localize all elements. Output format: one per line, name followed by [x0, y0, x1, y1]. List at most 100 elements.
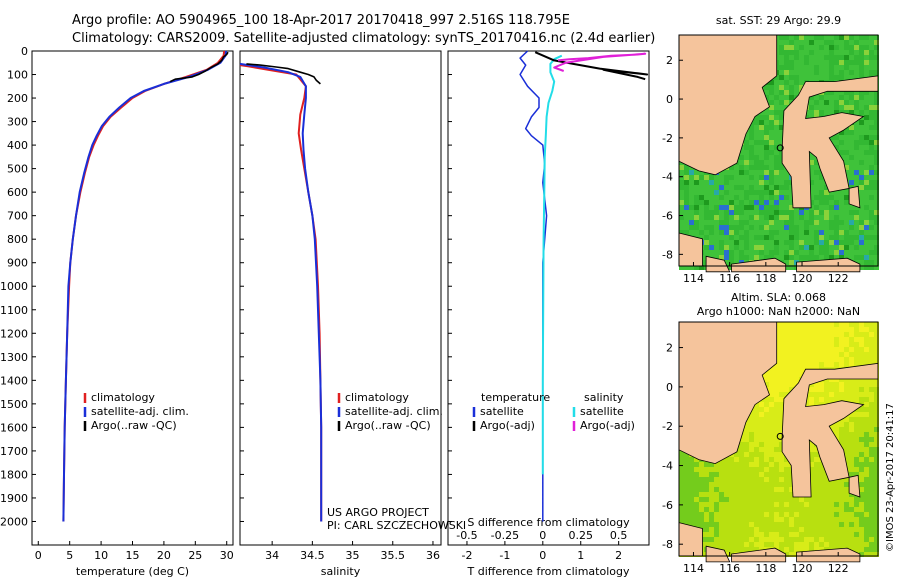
map-cell	[864, 175, 869, 180]
map-cell	[869, 387, 874, 392]
map-cell	[854, 337, 859, 342]
map-cell	[874, 55, 879, 60]
map-cell	[869, 542, 874, 547]
map-cell	[764, 185, 769, 190]
map-cell	[849, 332, 854, 337]
map-cell	[679, 195, 684, 200]
map-cell	[764, 377, 769, 382]
map-cell	[774, 432, 779, 437]
map-cell	[874, 552, 879, 557]
map-cell	[869, 437, 874, 442]
map-cell	[849, 65, 854, 70]
map-cell	[839, 100, 844, 105]
map-cell	[874, 402, 879, 407]
map-cell	[684, 225, 689, 230]
map-cell	[699, 220, 704, 225]
map-cell	[779, 80, 784, 85]
salinity-diff-xlabel: S difference from climatology	[467, 516, 630, 529]
map-cell	[874, 160, 879, 165]
map-cell	[849, 240, 854, 245]
map-cell	[844, 447, 849, 452]
map-cell	[729, 462, 734, 467]
map-cell	[839, 487, 844, 492]
map-cell	[739, 220, 744, 225]
map-cell	[699, 512, 704, 517]
map-cell	[799, 250, 804, 255]
map-cell	[814, 322, 819, 327]
map-cell	[819, 180, 824, 185]
map-cell	[709, 200, 714, 205]
map-cell	[854, 120, 859, 125]
map-cell	[869, 417, 874, 422]
map-cell	[859, 477, 864, 482]
map-cell	[764, 432, 769, 437]
map-cell	[789, 45, 794, 50]
map-cell	[819, 200, 824, 205]
map-cell	[824, 250, 829, 255]
map-cell	[784, 522, 789, 527]
map-cell	[764, 497, 769, 502]
map-cell	[784, 190, 789, 195]
map-cell	[874, 332, 879, 337]
map-cell	[854, 165, 859, 170]
map-cell	[864, 422, 869, 427]
map-cell	[814, 462, 819, 467]
map-cell	[704, 462, 709, 467]
map-cell	[844, 477, 849, 482]
map-cell	[814, 532, 819, 537]
map-cell	[759, 150, 764, 155]
map-cell	[869, 180, 874, 185]
map-cell	[869, 130, 874, 135]
map-cell	[819, 362, 824, 367]
map-cell	[844, 230, 849, 235]
map-cell	[779, 195, 784, 200]
map-cell	[749, 215, 754, 220]
map-cell	[874, 215, 879, 220]
map-cell	[819, 240, 824, 245]
map-cell	[874, 100, 879, 105]
map-cell	[829, 542, 834, 547]
map-cell	[784, 387, 789, 392]
map-cell	[784, 332, 789, 337]
map-cell	[769, 255, 774, 260]
map-cell	[754, 452, 759, 457]
map-cell	[844, 65, 849, 70]
map-cell	[744, 210, 749, 215]
map-cell	[689, 200, 694, 205]
map-cell	[849, 60, 854, 65]
map-cell	[859, 497, 864, 502]
map-cell	[779, 537, 784, 542]
map-cell	[854, 522, 859, 527]
map-cell	[754, 422, 759, 427]
map-cell	[819, 322, 824, 327]
map-cell	[814, 205, 819, 210]
map-cell	[769, 482, 774, 487]
map-cell	[759, 437, 764, 442]
map-cell	[784, 240, 789, 245]
depth-tick-label: 600	[7, 186, 28, 199]
map-cell	[824, 342, 829, 347]
map-cell	[759, 235, 764, 240]
map-cell	[794, 50, 799, 55]
map-cell	[754, 185, 759, 190]
map-cell	[759, 130, 764, 135]
map-cell	[714, 235, 719, 240]
map-cell	[869, 225, 874, 230]
map-cell	[709, 477, 714, 482]
map-cell	[759, 412, 764, 417]
map-cell	[814, 160, 819, 165]
map-cell	[704, 235, 709, 240]
map-cell	[829, 507, 834, 512]
map-cell	[804, 55, 809, 60]
map-cell	[789, 225, 794, 230]
map-cell	[789, 387, 794, 392]
map-cell	[799, 255, 804, 260]
map-cell	[744, 502, 749, 507]
map-cell	[849, 140, 854, 145]
map-cell	[774, 245, 779, 250]
map-cell	[829, 215, 834, 220]
map-cell	[834, 200, 839, 205]
map-cell	[834, 235, 839, 240]
map-cell	[784, 80, 789, 85]
map-cell	[814, 200, 819, 205]
